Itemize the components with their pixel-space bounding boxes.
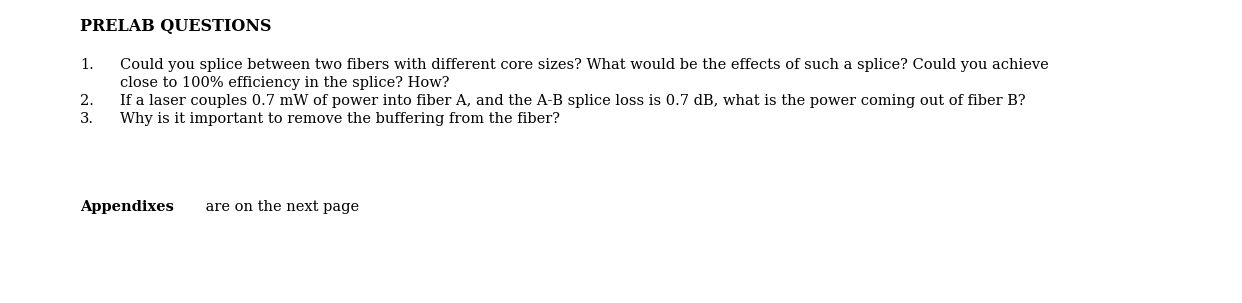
Text: Could you splice between two fibers with different core sizes? What would be the: Could you splice between two fibers with…	[120, 58, 1048, 72]
Text: If a laser couples 0.7 mW of power into fiber A, and the A-B splice loss is 0.7 : If a laser couples 0.7 mW of power into …	[120, 94, 1026, 108]
Text: are on the next page: are on the next page	[201, 200, 359, 214]
Text: Appendixes: Appendixes	[79, 200, 174, 214]
Text: 2.: 2.	[79, 94, 94, 108]
Text: 1.: 1.	[79, 58, 93, 72]
Text: Why is it important to remove the buffering from the fiber?: Why is it important to remove the buffer…	[120, 112, 560, 126]
Text: PRELAB QUESTIONS: PRELAB QUESTIONS	[79, 18, 272, 35]
Text: close to 100% efficiency in the splice? How?: close to 100% efficiency in the splice? …	[120, 76, 450, 90]
Text: 3.: 3.	[79, 112, 94, 126]
